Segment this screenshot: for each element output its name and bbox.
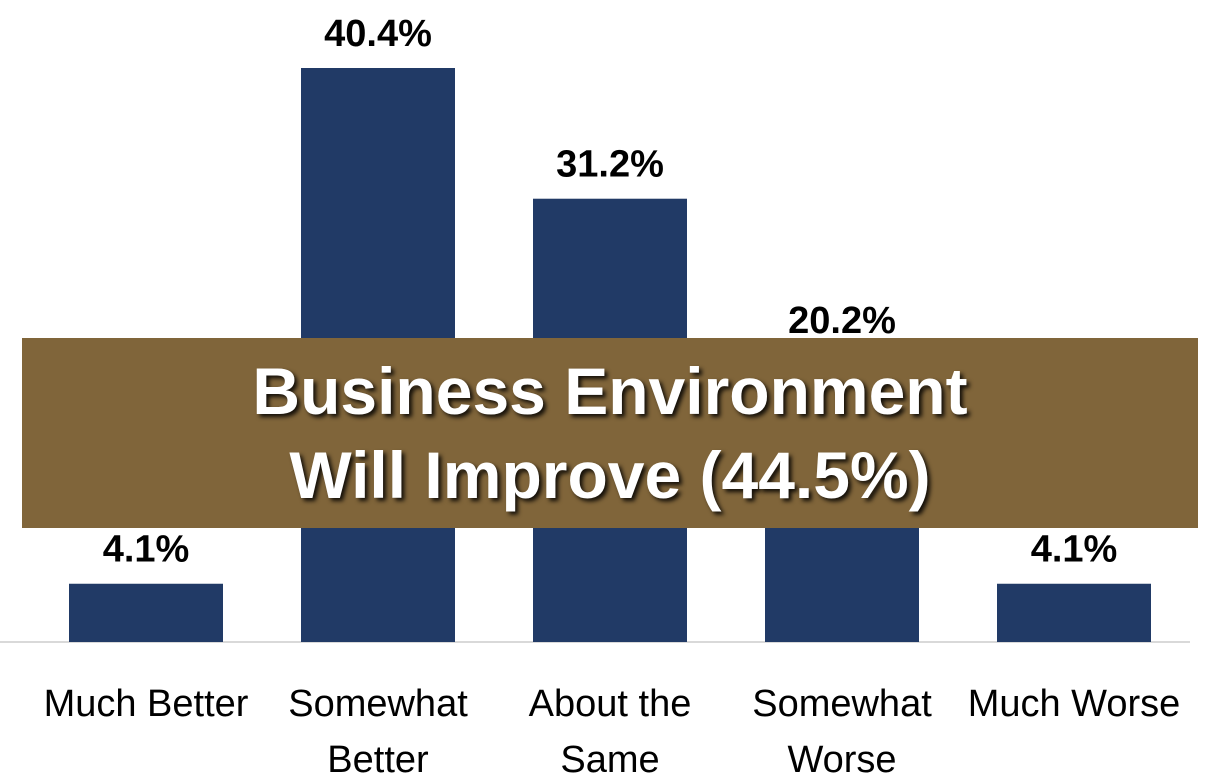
category-label-1-0: Somewhat xyxy=(288,683,468,725)
category-labels: Much Better Somewhat Better About the Same So… xyxy=(44,683,1181,781)
annotation-line-1: Business Environment xyxy=(252,354,968,428)
category-label-0-0: Much Better xyxy=(44,683,249,725)
annotation-banner: Business Environment Will Improve (44.5%… xyxy=(22,338,1198,528)
value-label-1: 40.4% xyxy=(324,13,432,55)
category-label-4-0: Much Worse xyxy=(968,683,1181,725)
category-label-3-1: Worse xyxy=(787,739,896,777)
value-label-4: 4.1% xyxy=(1031,529,1118,571)
value-label-3: 20.2% xyxy=(788,300,896,342)
value-labels: 4.1% 40.4% 31.2% 20.2% 4.1% xyxy=(103,13,1118,571)
annotation-line-2: Will Improve (44.5%) xyxy=(289,438,931,512)
category-label-2-1: Same xyxy=(560,739,659,777)
value-label-2: 31.2% xyxy=(556,144,664,186)
category-label-3-0: Somewhat xyxy=(752,683,932,725)
category-label-1-1: Better xyxy=(327,739,429,777)
category-label-2-0: About the xyxy=(529,683,692,725)
value-label-0: 4.1% xyxy=(103,529,190,571)
bar-4 xyxy=(997,583,1151,642)
bar-0 xyxy=(69,583,223,642)
